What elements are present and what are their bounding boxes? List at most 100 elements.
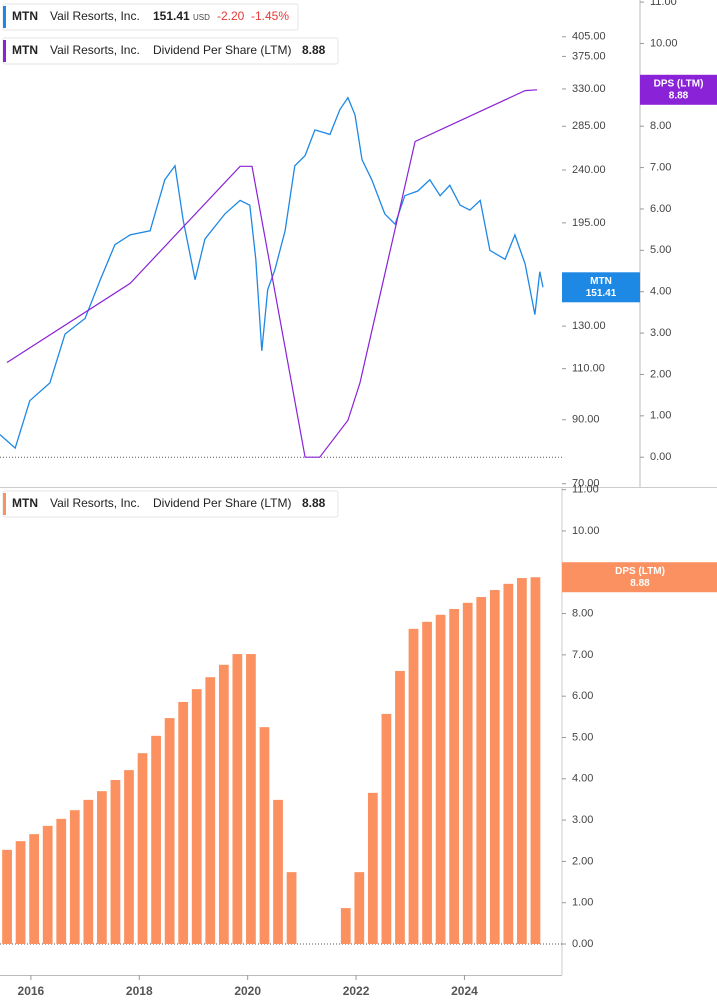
y-tick-label: 240.00: [572, 164, 606, 176]
y-tick-label: 2.00: [650, 368, 671, 380]
bar: [476, 597, 487, 945]
overlay: MTN Vail Resorts, Inc. 151.41 USD -2.20 …: [2, 3, 339, 518]
bar: [286, 872, 297, 945]
bar: [232, 654, 243, 945]
legend-series: Dividend Per Share (LTM): [153, 496, 292, 510]
series-line: [6, 89, 538, 458]
bar: [178, 701, 189, 945]
series-line: [0, 96, 544, 450]
y-tick-label: 90.00: [572, 414, 600, 426]
bar: [259, 727, 270, 945]
y-tick-label: 285.00: [572, 120, 606, 132]
y-tick-label: 1.00: [572, 897, 593, 909]
y-tick-label: 0.00: [650, 451, 671, 463]
bar: [354, 872, 365, 945]
price-tag: [640, 74, 717, 105]
bar: [340, 908, 351, 945]
y-tick-label: 3.00: [572, 814, 593, 826]
x-tick-label: 2022: [343, 984, 370, 998]
y-tick-label: 7.00: [650, 161, 671, 173]
legend-ticker: MTN: [12, 496, 38, 510]
bar: [15, 841, 26, 945]
bar: [124, 770, 134, 945]
bar: [29, 834, 40, 945]
value-tag-title: DPS (LTM): [615, 566, 665, 577]
y-tick-label: 10.00: [650, 37, 678, 49]
y-tick-label: 4.00: [650, 286, 671, 298]
price-tag: [562, 272, 640, 303]
y-tick-label: 0.00: [572, 938, 593, 950]
legend-company: Vail Resorts, Inc.: [50, 496, 140, 510]
bar: [408, 628, 419, 945]
price-tag-title: MTN: [590, 276, 612, 287]
x-tick-label: 2020: [234, 984, 261, 998]
y-tick-label: 110.00: [572, 363, 605, 375]
legend-change: -2.20: [217, 9, 245, 23]
legend-value: 8.88: [302, 43, 326, 57]
y-tick-label: 8.00: [572, 607, 593, 619]
price-tag-value: 151.41: [586, 288, 617, 299]
bar: [56, 818, 67, 945]
y-tick-label: 2.00: [572, 855, 593, 867]
bar: [517, 578, 527, 945]
legend-swatch: [3, 6, 6, 28]
bar: [462, 602, 473, 945]
bar: [97, 791, 107, 945]
bar: [503, 583, 514, 945]
legend-currency: USD: [193, 13, 210, 22]
legend-value: 8.88: [302, 496, 326, 510]
legend-swatch: [3, 493, 6, 515]
bar: [381, 713, 392, 945]
bar: [489, 590, 500, 945]
bar: [218, 664, 229, 945]
legend-series: Dividend Per Share (LTM): [153, 43, 292, 57]
y-tick-label: 70.00: [572, 478, 600, 490]
x-tick-label: 2016: [18, 984, 45, 998]
bar: [69, 810, 80, 945]
bar: [205, 677, 216, 945]
bar: [395, 670, 405, 945]
y-tick-label: 11.00: [650, 0, 677, 8]
bar: [110, 780, 121, 945]
legend-change-pct: -1.45%: [251, 9, 289, 23]
price-tag-value: 8.88: [669, 90, 689, 101]
value-tag-value: 8.88: [630, 578, 650, 589]
bar: [530, 577, 541, 945]
bar: [449, 609, 460, 945]
y-tick-label: 5.00: [650, 244, 671, 256]
bar: [191, 689, 202, 945]
bar: [2, 849, 12, 945]
bar: [422, 621, 432, 945]
x-tick-label: 2024: [451, 984, 478, 998]
y-tick-label: 375.00: [572, 50, 606, 62]
legend-ticker: MTN: [12, 9, 38, 23]
y-tick-label: 3.00: [650, 327, 671, 339]
bar: [137, 753, 148, 945]
y-tick-label: 195.00: [572, 217, 606, 229]
y-tick-label: 6.00: [650, 203, 671, 215]
legend-company: Vail Resorts, Inc.: [50, 9, 140, 23]
bar: [367, 792, 378, 945]
y-tick-label: 7.00: [572, 649, 593, 661]
bar: [435, 614, 446, 945]
legend-company: Vail Resorts, Inc.: [50, 43, 140, 57]
y-tick-label: 405.00: [572, 31, 606, 43]
x-tick-label: 2018: [126, 984, 153, 998]
bar: [83, 799, 94, 945]
y-tick-label: 11.00: [572, 484, 599, 496]
y-tick-label: 5.00: [572, 731, 593, 743]
legend-ticker: MTN: [12, 43, 38, 57]
value-tag: [562, 562, 717, 593]
legend-price: 151.41: [153, 9, 190, 23]
y-tick-label: 8.00: [650, 120, 671, 132]
bar: [42, 825, 53, 945]
bar: [273, 799, 283, 945]
y-tick-label: 330.00: [572, 83, 606, 95]
y-tick-label: 4.00: [572, 773, 593, 785]
price-tag-title: DPS (LTM): [654, 78, 704, 89]
legend-swatch: [3, 40, 6, 62]
y-tick-label: 130.00: [572, 320, 606, 332]
